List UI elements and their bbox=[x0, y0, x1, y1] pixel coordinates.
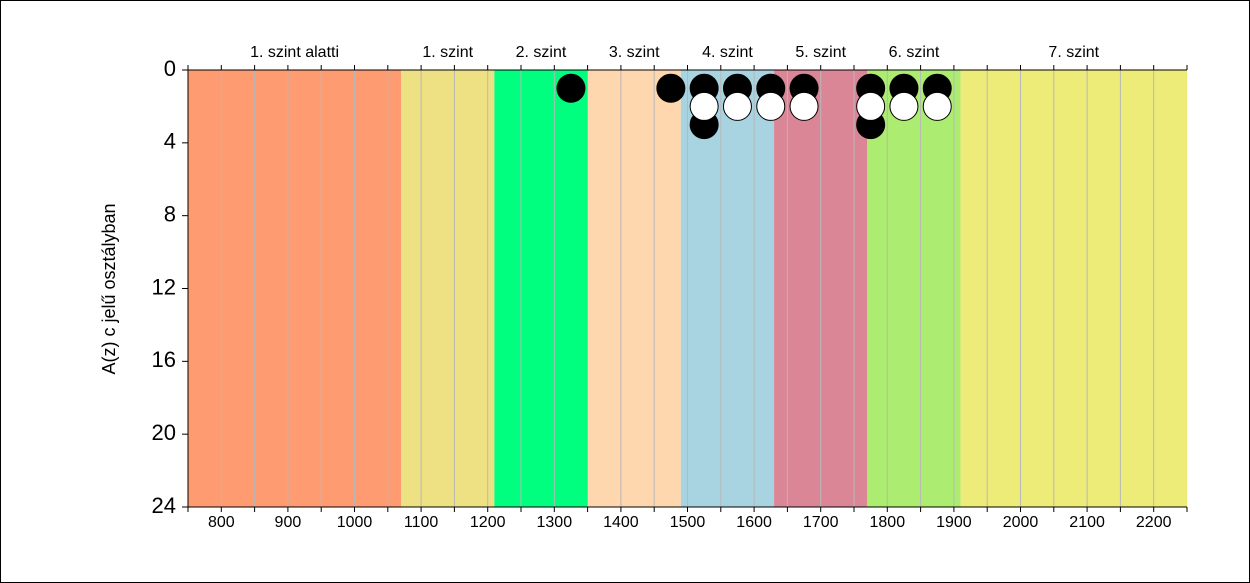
x-tick-label: 1500 bbox=[670, 514, 706, 531]
open-point bbox=[889, 91, 919, 121]
open-point bbox=[689, 91, 719, 121]
x-tick-label: 1200 bbox=[470, 514, 506, 531]
y-tick-label: 0 bbox=[164, 56, 176, 81]
data-points bbox=[556, 73, 952, 140]
level-label: 5. szint bbox=[795, 44, 846, 61]
x-tick-label: 2100 bbox=[1069, 514, 1105, 531]
y-tick-label: 8 bbox=[164, 201, 176, 226]
y-tick-label: 16 bbox=[152, 347, 176, 372]
open-point bbox=[856, 91, 886, 121]
grid-lines bbox=[220, 70, 1155, 507]
y-tick-label: 20 bbox=[152, 420, 176, 445]
level-band bbox=[867, 70, 961, 507]
x-tick-label: 900 bbox=[275, 514, 302, 531]
y-tick-label: 4 bbox=[164, 129, 176, 154]
level-band bbox=[401, 70, 495, 507]
y-tick-label: 24 bbox=[152, 493, 176, 518]
level-label: 1. szint bbox=[422, 44, 473, 61]
x-tick-label: 800 bbox=[208, 514, 235, 531]
x-tick-label: 1100 bbox=[404, 514, 439, 531]
x-tick-label: 2200 bbox=[1136, 514, 1172, 531]
open-point bbox=[789, 91, 819, 121]
level-band bbox=[188, 70, 402, 507]
open-point bbox=[722, 91, 752, 121]
level-label: 1. szint alatti bbox=[250, 44, 339, 61]
x-tick-label: 1700 bbox=[803, 514, 839, 531]
level-labels: 1. szint alatti 1. szint 2. szint 3. szint 4… bbox=[250, 44, 1100, 61]
level-band bbox=[680, 70, 775, 507]
level-label: 6. szint bbox=[889, 44, 940, 61]
x-tick-label: 2000 bbox=[1003, 514, 1039, 531]
x-tick-label: 1800 bbox=[870, 514, 906, 531]
level-band bbox=[494, 70, 588, 507]
filled-point bbox=[556, 73, 586, 103]
level-bands bbox=[188, 70, 1187, 507]
level-label: 2. szint bbox=[516, 44, 567, 61]
open-point bbox=[756, 91, 786, 121]
level-band bbox=[587, 70, 681, 507]
y-axis-label: A(z) c jelű osztályban bbox=[99, 203, 119, 374]
level-label: 3. szint bbox=[609, 44, 660, 61]
y-tick-label: 12 bbox=[152, 274, 176, 299]
level-label: 4. szint bbox=[702, 44, 753, 61]
x-tick-label: 1600 bbox=[736, 514, 772, 531]
level-label: 7. szint bbox=[1048, 44, 1099, 61]
x-tick-label: 1400 bbox=[603, 514, 639, 531]
x-tick-label: 1900 bbox=[936, 514, 972, 531]
level-band bbox=[960, 70, 1187, 507]
open-point bbox=[922, 91, 952, 121]
x-tick-label: 1000 bbox=[337, 514, 373, 531]
x-tick-label: 1300 bbox=[537, 514, 573, 531]
x-ticks: 800 900 1000 1100 1200 1300 1400 1500 1600 1700 18… bbox=[208, 514, 1172, 531]
y-ticks: 0 4 8 12 16 20 24 bbox=[152, 56, 188, 518]
filled-point bbox=[656, 73, 686, 103]
